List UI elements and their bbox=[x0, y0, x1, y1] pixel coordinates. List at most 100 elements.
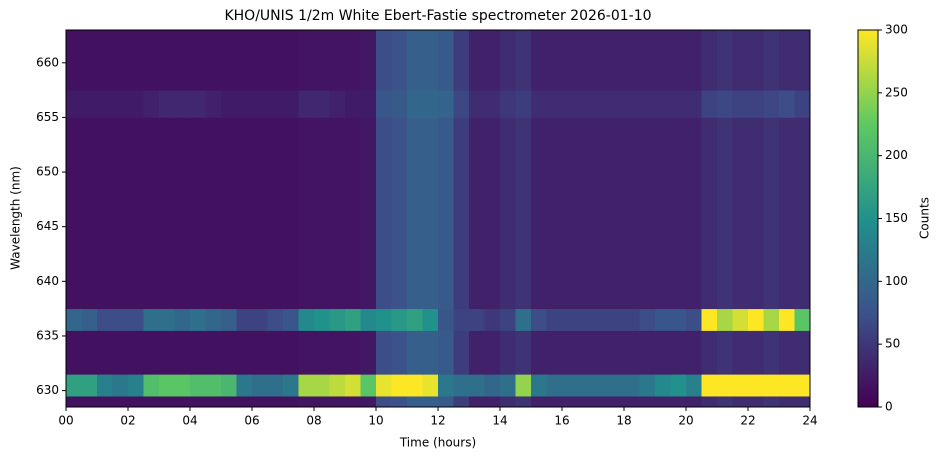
heat-cell bbox=[562, 330, 578, 375]
heat-cell bbox=[639, 30, 656, 91]
heat-cell bbox=[531, 330, 547, 375]
heat-cell bbox=[701, 330, 718, 375]
heat-cell bbox=[174, 90, 191, 118]
heat-cell bbox=[794, 90, 811, 118]
heat-cell bbox=[236, 330, 253, 375]
heat-cell bbox=[686, 30, 702, 91]
heat-cell bbox=[391, 374, 408, 397]
heat-cell bbox=[298, 308, 315, 331]
heat-cell bbox=[128, 374, 144, 397]
heat-cell bbox=[608, 308, 625, 331]
heat-cell bbox=[500, 330, 516, 375]
heat-cell bbox=[236, 30, 253, 91]
heat-cell bbox=[112, 117, 129, 310]
heat-cell bbox=[97, 396, 113, 408]
heat-cell bbox=[345, 330, 361, 375]
heat-cell bbox=[500, 374, 516, 397]
heat-cell bbox=[546, 374, 563, 397]
heat-cell bbox=[794, 30, 811, 91]
colorbar-tick-label: 0 bbox=[885, 400, 893, 414]
heat-cell bbox=[686, 374, 702, 397]
heat-cell bbox=[438, 396, 454, 408]
heat-cell bbox=[577, 330, 594, 375]
heat-cell bbox=[453, 374, 470, 397]
heat-cell bbox=[794, 396, 811, 408]
heat-cell bbox=[128, 396, 144, 408]
chart-title: KHO/UNIS 1/2m White Ebert-Fastie spectro… bbox=[224, 8, 651, 24]
heat-cell bbox=[670, 117, 687, 310]
x-tick-label: 06 bbox=[244, 414, 259, 428]
heat-cell bbox=[298, 30, 315, 91]
heat-cell bbox=[624, 330, 640, 375]
heat-cell bbox=[593, 90, 609, 118]
x-tick-label: 12 bbox=[430, 414, 445, 428]
heat-cell bbox=[345, 374, 361, 397]
heat-cell bbox=[422, 90, 439, 118]
heat-cell bbox=[345, 308, 361, 331]
heat-cell bbox=[190, 374, 206, 397]
heat-cell bbox=[252, 90, 268, 118]
colorbar-label: Counts bbox=[918, 197, 932, 239]
heat-cell bbox=[174, 396, 191, 408]
heat-cell bbox=[593, 117, 609, 310]
heat-cell bbox=[484, 330, 501, 375]
heat-cell bbox=[748, 308, 764, 331]
heat-cell bbox=[670, 30, 687, 91]
heat-cell bbox=[546, 308, 563, 331]
heat-cell bbox=[159, 330, 175, 375]
heat-cell bbox=[236, 90, 253, 118]
heat-cell bbox=[128, 30, 144, 91]
heat-cell bbox=[190, 30, 206, 91]
x-tick-label: 16 bbox=[554, 414, 569, 428]
heat-cell bbox=[562, 117, 578, 310]
heat-cell bbox=[422, 374, 439, 397]
heat-cell bbox=[97, 90, 113, 118]
heat-cell bbox=[66, 396, 82, 408]
heat-cell bbox=[314, 30, 330, 91]
heat-cell bbox=[438, 330, 454, 375]
heat-cell bbox=[345, 30, 361, 91]
heat-cell bbox=[608, 330, 625, 375]
heat-cell bbox=[577, 90, 594, 118]
heat-cell bbox=[205, 330, 222, 375]
heat-cell bbox=[97, 374, 113, 397]
heat-cell bbox=[360, 90, 377, 118]
heat-cell bbox=[655, 117, 671, 310]
heat-cell bbox=[329, 330, 346, 375]
x-tick-label: 10 bbox=[368, 414, 383, 428]
heat-cell bbox=[267, 90, 284, 118]
heat-cell bbox=[670, 308, 687, 331]
colorbar-tick-label: 250 bbox=[885, 85, 908, 99]
y-tick-label: 655 bbox=[36, 110, 59, 124]
heat-cell bbox=[531, 396, 547, 408]
y-tick-label: 660 bbox=[36, 55, 59, 69]
heat-cell bbox=[97, 117, 113, 310]
heat-cell bbox=[128, 330, 144, 375]
heat-cell bbox=[453, 308, 470, 331]
heat-cell bbox=[732, 117, 749, 310]
heat-cell bbox=[283, 30, 299, 91]
heat-cell bbox=[453, 396, 470, 408]
y-tick-label: 630 bbox=[36, 383, 59, 397]
colorbar bbox=[857, 29, 879, 408]
heat-cell bbox=[546, 30, 563, 91]
heat-cell bbox=[81, 330, 98, 375]
heat-cell bbox=[314, 330, 330, 375]
heat-cell bbox=[701, 90, 718, 118]
heat-cell bbox=[81, 374, 98, 397]
heat-cell bbox=[407, 30, 423, 91]
heat-cell bbox=[205, 117, 222, 310]
heat-cell bbox=[453, 30, 470, 91]
heat-cell bbox=[484, 90, 501, 118]
heat-cell bbox=[593, 30, 609, 91]
heat-cell bbox=[639, 90, 656, 118]
heat-cell bbox=[484, 30, 501, 91]
heat-cell bbox=[515, 374, 532, 397]
heat-cell bbox=[717, 396, 733, 408]
heat-cell bbox=[500, 117, 516, 310]
heat-cell bbox=[779, 374, 795, 397]
heat-cell bbox=[190, 308, 206, 331]
heat-cell bbox=[329, 90, 346, 118]
x-tick-label: 04 bbox=[182, 414, 197, 428]
